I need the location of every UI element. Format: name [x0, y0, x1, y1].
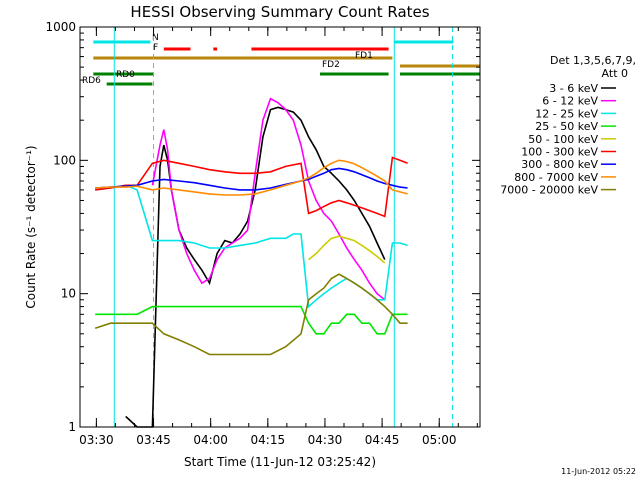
legend-entry-label: 12 - 25 keV [535, 107, 598, 120]
y-tick-label: 1000 [45, 20, 76, 34]
flag-label-rd0: RD0 [116, 70, 135, 80]
series-line-5 [308, 235, 386, 264]
plot-frame [79, 26, 481, 428]
x-axis-ticks: 03:30 03:45 04:00 04:15 04:30 04:45 05:00 [79, 27, 478, 447]
legend-header-2: Att 0 [602, 67, 628, 80]
x-tick-label: 04:45 [365, 433, 400, 447]
x-tick-label: 03:30 [79, 433, 114, 447]
flag-label-fd1: FD1 [355, 51, 373, 61]
chart-title: HESSI Observing Summary Count Rates [130, 3, 429, 21]
generated-timestamp: 11-Jun-2012 05:22 [561, 467, 636, 476]
legend-entry-label: 3 - 6 keV [549, 82, 598, 95]
vertical-markers [113, 27, 454, 427]
x-tick-label: 03:45 [136, 433, 171, 447]
series-lines [94, 97, 408, 428]
legend-entry-label: 25 - 50 keV [535, 120, 598, 133]
y-tick-label: 10 [61, 287, 76, 301]
flag-label-n: N [152, 33, 159, 43]
legend-entry-label: 7000 - 20000 keV [500, 184, 598, 197]
flag-label-rd6: RD6 [82, 76, 101, 86]
legend-entry-label: 800 - 7000 keV [514, 171, 598, 184]
legend-entry-label: 100 - 300 keV [521, 146, 598, 159]
series-line-9 [94, 273, 408, 356]
y-tick-label: 100 [53, 153, 76, 167]
legend-header-1: Det 1,3,5,6,7,9, [550, 54, 636, 67]
series-line-4 [95, 305, 408, 335]
y-axis-ticks: 1 10 100 1000 [45, 20, 480, 434]
legend-entry-label: 6 - 12 keV [542, 95, 598, 108]
y-axis-label: Count Rate (s⁻¹ detector⁻¹) [24, 145, 38, 308]
flag-label-fd2: FD2 [322, 60, 340, 70]
x-tick-label: 04:15 [251, 433, 286, 447]
series-line-6 [95, 156, 408, 218]
legend-entry-label: 300 - 800 keV [521, 158, 598, 171]
flag-label-f: F [153, 43, 158, 53]
x-tick-label: 04:30 [308, 433, 343, 447]
y-tick-label: 1 [68, 420, 76, 434]
series-line-2 [151, 97, 386, 301]
x-tick-label: 04:00 [193, 433, 228, 447]
x-axis-label: Start Time (11-Jun-12 03:25:42) [184, 455, 376, 469]
flag-bars: NF FD1 FD2 RD0 RD6 [82, 33, 480, 86]
x-tick-label: 05:00 [422, 433, 457, 447]
legend-entry-label: 50 - 100 keV [528, 133, 598, 146]
series-line-8 [95, 159, 408, 196]
